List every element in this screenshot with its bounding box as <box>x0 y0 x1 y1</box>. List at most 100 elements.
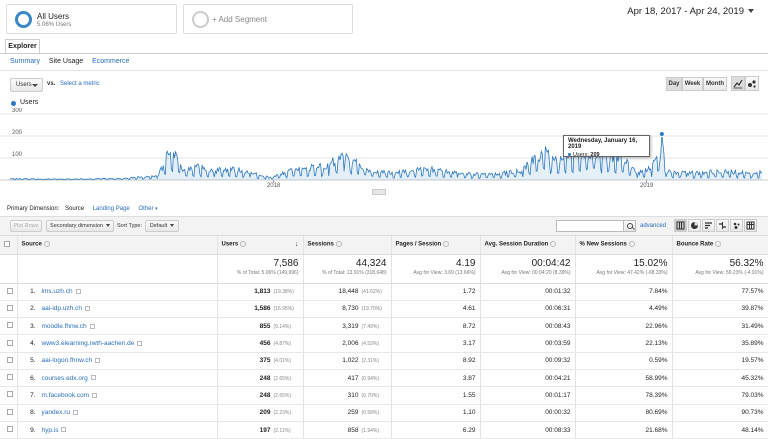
sessions-percent: (1.94%) <box>361 427 380 434</box>
header-pages-per-session[interactable]: Pages / Session <box>391 236 481 255</box>
table-row[interactable]: 6. courses.edx.org 248 (2.65%) 417 (0.94%) 3.8… <box>0 369 768 388</box>
checkbox[interactable] <box>6 322 13 329</box>
external-link-icon[interactable] <box>73 410 79 415</box>
secondary-dimension-label: Secondary dimension <box>50 223 103 229</box>
period-week-button[interactable]: Week <box>682 77 703 91</box>
source-link[interactable]: hyp.is <box>41 426 59 434</box>
help-icon[interactable] <box>715 241 722 248</box>
external-link-icon[interactable] <box>90 375 96 381</box>
help-icon[interactable] <box>240 241 247 248</box>
external-link-icon[interactable] <box>84 306 90 312</box>
header-sessions[interactable]: Sessions <box>303 236 392 255</box>
add-segment-button[interactable]: + Add Segment <box>183 4 353 34</box>
table-row[interactable]: 9. hyp.is 197 (2.11%) 858 (1.94%) 6.29 00:08:33… <box>0 421 768 439</box>
select-all-header[interactable] <box>0 236 18 255</box>
source-link[interactable]: m.facebook.com <box>41 391 90 399</box>
pps-cell: 6.29 <box>391 421 481 439</box>
table-row[interactable]: 1. lms.uzh.ch 1,813 (19.38%) 18,448 (41.62%) 1… <box>0 283 768 301</box>
period-day-button[interactable]: Day <box>666 77 682 91</box>
checkbox[interactable] <box>6 374 13 381</box>
source-link[interactable]: lms.uzh.ch <box>41 288 73 296</box>
header-new-sessions[interactable]: % New Sessions <box>575 236 673 255</box>
header-avg-session-duration[interactable]: Avg. Session Duration <box>480 236 576 255</box>
source-link[interactable]: aai-idp.uzh.ch <box>41 305 82 313</box>
chart-range-handle[interactable] <box>372 189 386 195</box>
users-percent: (2.23%) <box>273 410 292 417</box>
subtab-summary[interactable]: Summary <box>10 58 40 65</box>
secondary-dimension-select[interactable]: Secondary dimension <box>46 220 114 232</box>
table-search-input[interactable] <box>556 220 624 232</box>
sessions-percent: (19.70%) <box>361 306 382 313</box>
line-chart-button[interactable] <box>731 76 745 91</box>
table-row[interactable]: 5. aai-logon.fhnw.ch 375 (4.01%) 1,022 (2.31%… <box>0 352 768 370</box>
table-row[interactable]: 2. aai-idp.uzh.ch 1,586 (16.95%) 8,730 (19.70… <box>0 300 768 319</box>
plot-rows-button[interactable]: Plot Rows <box>10 220 42 232</box>
subtab-site-usage[interactable]: Site Usage <box>48 58 84 65</box>
date-range-picker[interactable]: Apr 18, 2017 - Apr 24, 2019 <box>627 6 754 17</box>
sort-type-select[interactable]: Default <box>145 220 179 232</box>
source-link[interactable]: moodle.fhnw.ch <box>41 322 87 330</box>
external-link-icon[interactable] <box>92 392 98 398</box>
source-link[interactable]: aai-logon.fhnw.ch <box>41 357 93 365</box>
bounce-cell: 31.49% <box>672 317 768 336</box>
help-icon[interactable] <box>443 241 450 248</box>
table-row[interactable]: 3. moodle.fhnw.ch 855 (9.14%) 3,319 (7.49%) 8.… <box>0 317 768 336</box>
external-link-icon[interactable] <box>89 323 95 329</box>
external-link-icon[interactable] <box>95 358 101 364</box>
duration-cell: 00:01:32 <box>480 283 576 301</box>
help-icon[interactable] <box>628 241 635 248</box>
checkbox[interactable] <box>6 304 13 311</box>
period-month-button[interactable]: Month <box>703 77 727 91</box>
external-link-icon[interactable] <box>137 340 143 346</box>
search-icon[interactable] <box>623 220 636 232</box>
external-link-icon[interactable] <box>61 427 67 433</box>
view-pie-button[interactable] <box>688 219 701 232</box>
table-row[interactable]: 4. www3.elearning.rwth-aachen.de 456 (4.87%… <box>0 334 768 353</box>
view-performance-button[interactable] <box>702 219 715 232</box>
header-source[interactable]: Source <box>17 236 218 255</box>
source-link[interactable]: courses.edx.org <box>41 374 88 382</box>
source-link[interactable]: www3.elearning.rwth-aachen.de <box>41 340 135 348</box>
dimension-other[interactable]: Other ▾ <box>138 206 157 212</box>
motion-chart-button[interactable] <box>745 76 759 91</box>
dimension-landing-page[interactable]: Landing Page <box>92 206 130 212</box>
view-pivot-button[interactable] <box>744 219 757 232</box>
sessions-cell: 417 (0.94%) <box>303 369 392 388</box>
header-duration-label: Avg. Session Duration <box>484 242 549 249</box>
metric-select[interactable]: Users <box>10 78 43 92</box>
checkbox[interactable] <box>6 287 13 294</box>
help-icon[interactable] <box>43 241 50 248</box>
select-metric-link[interactable]: Select a metric <box>60 81 100 87</box>
segment-all-users[interactable]: All Users 5.06% Users <box>6 4 177 34</box>
legend-users-label: Users <box>20 99 39 106</box>
users-value: 209 <box>259 409 271 417</box>
external-link-icon[interactable] <box>75 288 81 294</box>
checkbox[interactable] <box>6 339 13 346</box>
view-table-button[interactable] <box>674 219 687 232</box>
checkbox[interactable] <box>6 426 13 433</box>
new-sessions-cell: 22.13% <box>575 334 673 353</box>
duration-cell: 00:08:43 <box>480 317 576 336</box>
source-link[interactable]: yandex.ru <box>41 409 71 417</box>
tab-explorer[interactable]: Explorer <box>5 39 40 54</box>
total-pps-value: 4.19 <box>456 257 476 269</box>
new-sessions-cell: 7.84% <box>575 283 673 301</box>
help-icon[interactable] <box>550 241 557 248</box>
table-row[interactable]: 8. yandex.ru 209 (2.23%) 259 (0.58%) 1.10 00:00… <box>0 404 768 422</box>
checkbox[interactable] <box>6 391 13 398</box>
row-index: 7. <box>30 391 36 399</box>
view-comparison-button[interactable] <box>716 219 729 232</box>
view-term-cloud-button[interactable] <box>730 219 743 232</box>
subtab-ecommerce[interactable]: Ecommerce <box>92 58 130 65</box>
help-icon[interactable] <box>335 241 342 248</box>
table-row[interactable]: 7. m.facebook.com 248 (2.65%) 310 (0.70%) 1.55… <box>0 386 768 405</box>
header-bounce-rate[interactable]: Bounce Rate <box>672 236 768 255</box>
source-cell: 7. m.facebook.com <box>17 386 218 405</box>
checkbox[interactable] <box>6 356 13 363</box>
users-value: 197 <box>259 426 271 434</box>
dimension-source[interactable]: Source <box>65 206 85 212</box>
checkbox[interactable] <box>4 240 10 247</box>
header-users[interactable]: Users ↓ <box>217 236 304 255</box>
checkbox[interactable] <box>6 408 13 415</box>
advanced-filter-link[interactable]: advanced <box>640 223 667 229</box>
